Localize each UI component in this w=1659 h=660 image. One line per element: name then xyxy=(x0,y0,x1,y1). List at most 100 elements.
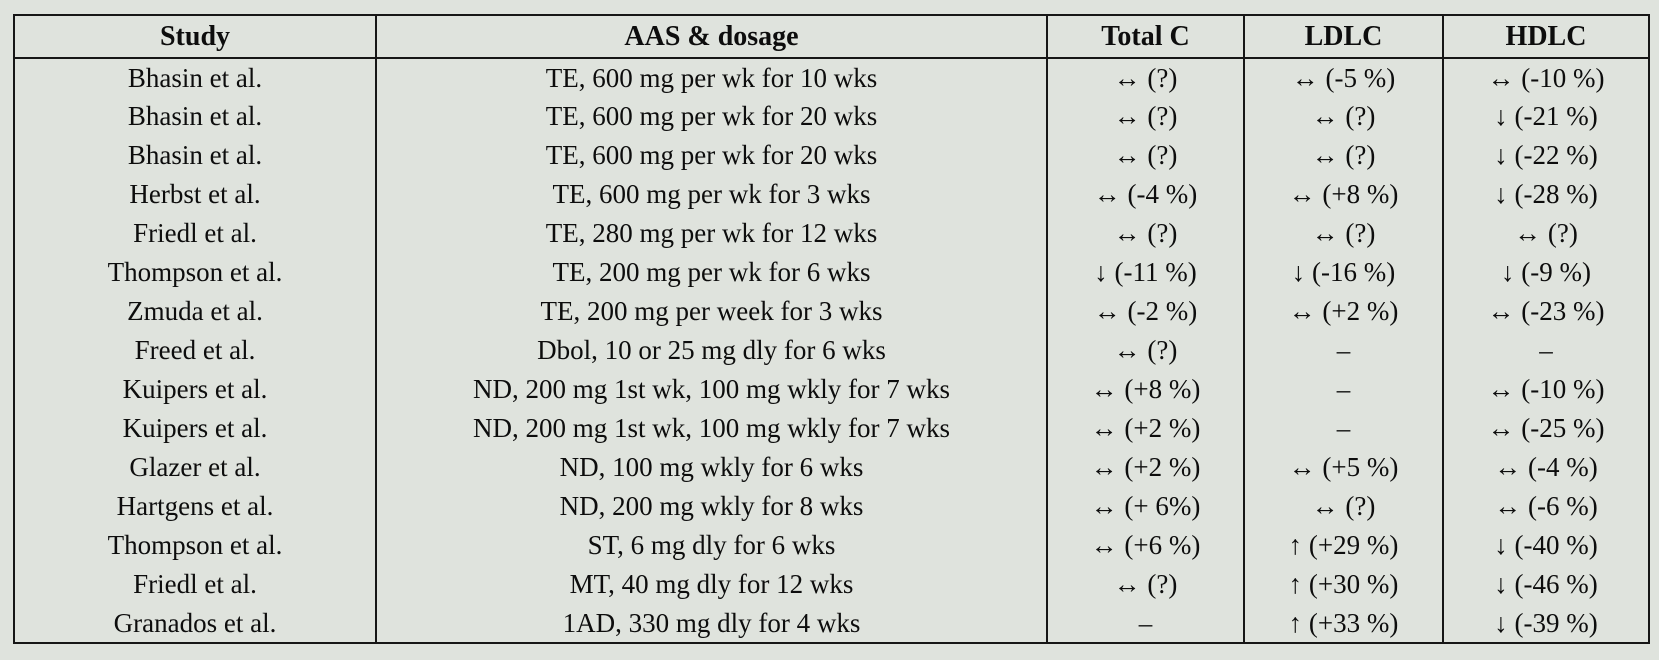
table-row: Hartgens et al. ND, 200 mg wkly for 8 wks… xyxy=(14,487,1649,526)
cell-hdlc: ↓ (-21 %) xyxy=(1442,97,1649,136)
cell-ldlc: ↑ (+29 %) xyxy=(1243,526,1443,565)
cell-total-c: ↔ (-4 %) xyxy=(1046,175,1244,214)
cell-total-c: ↔ (+6 %) xyxy=(1046,526,1244,565)
cell-study: Freed et al. xyxy=(134,335,256,365)
cell-study: Granados et al. xyxy=(113,607,277,638)
cell-study: Bhasin et al. xyxy=(127,101,263,131)
cell-dosage: ND, 200 mg wkly for 8 wks xyxy=(375,487,1047,526)
cell-study: Zmuda et al. xyxy=(127,296,263,326)
table-row: Thompson et al. TE, 200 mg per wk for 6 w… xyxy=(14,253,1649,292)
table-row: Kuipers et al. ND, 200 mg 1st wk, 100 mg … xyxy=(14,409,1649,448)
cell-ldlc: ↔ (+2 %) xyxy=(1243,292,1443,331)
table-row: Bhasin et al. TE, 600 mg per wk for 20 wk… xyxy=(14,136,1649,175)
header-row: Study AAS & dosage Total C LDLC HDLC xyxy=(14,15,1649,59)
cell-ldlc: – xyxy=(1243,409,1443,448)
table-row: Granados et al. 1AD, 330 mg dly for 4 wks… xyxy=(14,604,1649,643)
cell-hdlc: ↔ (-6 %) xyxy=(1442,487,1649,526)
cell-hdlc: ↔ (?) xyxy=(1442,214,1649,253)
cell-dosage: ND, 200 mg 1st wk, 100 mg wkly for 7 wks xyxy=(375,370,1047,409)
cell-ldlc: ↔ (-5 %) xyxy=(1243,58,1443,97)
table-row: Zmuda et al. TE, 200 mg per week for 3 wk… xyxy=(14,292,1649,331)
cell-ldlc: ↓ (-16 %) xyxy=(1243,253,1443,292)
cell-study: Friedl et al. xyxy=(133,218,257,248)
cell-ldlc: ↔ (?) xyxy=(1243,97,1443,136)
cell-ldlc: ↔ (+8 %) xyxy=(1243,175,1443,214)
table-row: Kuipers et al. ND, 200 mg 1st wk, 100 mg … xyxy=(14,370,1649,409)
cell-total-c: ↔ (+ 6%) xyxy=(1046,487,1244,526)
col-header-study: Study xyxy=(14,15,376,59)
cell-total-c: ↔ (+2 %) xyxy=(1046,448,1244,487)
table-row: Friedl et al. MT, 40 mg dly for 12 wks ↔ (… xyxy=(14,565,1649,604)
cell-study: Glazer et al. xyxy=(129,452,261,482)
cell-ldlc: ↔ (?) xyxy=(1243,136,1443,175)
col-header-hdlc: HDLC xyxy=(1442,15,1649,59)
cell-hdlc: ↔ (-25 %) xyxy=(1442,409,1649,448)
table-row: Bhasin et al. TE, 600 mg per wk for 10 wk… xyxy=(14,58,1649,97)
cell-study: Hartgens et al. xyxy=(116,491,274,521)
cell-hdlc: ↓ (-22 %) xyxy=(1442,136,1649,175)
aas-lipid-study-table: Study AAS & dosage Total C LDLC HDLC Bha… xyxy=(13,14,1650,644)
col-header-total-c: Total C xyxy=(1046,15,1244,59)
cell-total-c: ↔ (?) xyxy=(1046,331,1244,370)
col-header-ldlc: LDLC xyxy=(1243,15,1443,59)
cell-ldlc: ↔ (?) xyxy=(1243,487,1443,526)
cell-total-c: ↔ (?) xyxy=(1046,97,1244,136)
table-row: Thompson et al. ST, 6 mg dly for 6 wks ↔ (… xyxy=(14,526,1649,565)
cell-dosage: TE, 200 mg per wk for 6 wks xyxy=(375,253,1047,292)
cell-total-c: ↔ (+2 %) xyxy=(1046,409,1244,448)
cell-dosage: TE, 600 mg per wk for 20 wks xyxy=(375,97,1047,136)
table-row: Bhasin et al. TE, 600 mg per wk for 20 wk… xyxy=(14,97,1649,136)
cell-dosage: MT, 40 mg dly for 12 wks xyxy=(375,565,1047,604)
cell-total-c: ↔ (+8 %) xyxy=(1046,370,1244,409)
cell-ldlc: ↑ (+33 %) xyxy=(1243,604,1443,643)
cell-hdlc: – xyxy=(1442,331,1649,370)
cell-dosage: ST, 6 mg dly for 6 wks xyxy=(375,526,1047,565)
cell-total-c: ↔ (-2 %) xyxy=(1046,292,1244,331)
cell-study: Thompson et al. xyxy=(107,530,283,560)
cell-study: Kuipers et al. xyxy=(122,374,268,404)
col-header-dosage: AAS & dosage xyxy=(375,15,1047,59)
table-row: Friedl et al. TE, 280 mg per wk for 12 wk… xyxy=(14,214,1649,253)
cell-dosage: TE, 600 mg per wk for 10 wks xyxy=(375,58,1047,97)
cell-ldlc: – xyxy=(1243,370,1443,409)
cell-study: Thompson et al. xyxy=(107,257,283,287)
cell-dosage: TE, 280 mg per wk for 12 wks xyxy=(375,214,1047,253)
cell-hdlc: ↓ (-46 %) xyxy=(1442,565,1649,604)
table-row: Herbst et al. TE, 600 mg per wk for 3 wks… xyxy=(14,175,1649,214)
cell-total-c: – xyxy=(1046,604,1244,643)
cell-dosage: 1AD, 330 mg dly for 4 wks xyxy=(375,604,1047,643)
cell-total-c: ↔ (?) xyxy=(1046,136,1244,175)
cell-hdlc: ↔ (-10 %) xyxy=(1442,370,1649,409)
cell-study: Herbst et al. xyxy=(129,179,261,209)
cell-hdlc: ↓ (-39 %) xyxy=(1442,604,1649,643)
cell-hdlc: ↔ (-4 %) xyxy=(1442,448,1649,487)
cell-total-c: ↔ (?) xyxy=(1046,565,1244,604)
cell-hdlc: ↔ (-10 %) xyxy=(1442,58,1649,97)
cell-hdlc: ↓ (-28 %) xyxy=(1442,175,1649,214)
cell-hdlc: ↓ (-40 %) xyxy=(1442,526,1649,565)
table-header: Study AAS & dosage Total C LDLC HDLC xyxy=(14,15,1649,59)
cell-ldlc: – xyxy=(1243,331,1443,370)
cell-dosage: Dbol, 10 or 25 mg dly for 6 wks xyxy=(375,331,1047,370)
table-body: Bhasin et al. TE, 600 mg per wk for 10 wk… xyxy=(14,58,1649,643)
cell-study: Kuipers et al. xyxy=(122,413,268,443)
cell-dosage: TE, 600 mg per wk for 20 wks xyxy=(375,136,1047,175)
table-row: Glazer et al. ND, 100 mg wkly for 6 wks ↔ … xyxy=(14,448,1649,487)
cell-study: Bhasin et al. xyxy=(127,140,263,170)
cell-study: Bhasin et al. xyxy=(127,62,263,93)
cell-total-c: ↔ (?) xyxy=(1046,58,1244,97)
cell-dosage: TE, 200 mg per week for 3 wks xyxy=(375,292,1047,331)
cell-dosage: ND, 100 mg wkly for 6 wks xyxy=(375,448,1047,487)
cell-total-c: ↔ (?) xyxy=(1046,214,1244,253)
cell-dosage: ND, 200 mg 1st wk, 100 mg wkly for 7 wks xyxy=(375,409,1047,448)
cell-hdlc: ↔ (-23 %) xyxy=(1442,292,1649,331)
cell-ldlc: ↔ (+5 %) xyxy=(1243,448,1443,487)
cell-study: Friedl et al. xyxy=(133,569,257,599)
cell-ldlc: ↑ (+30 %) xyxy=(1243,565,1443,604)
table-row: Freed et al. Dbol, 10 or 25 mg dly for 6 … xyxy=(14,331,1649,370)
cell-total-c: ↓ (-11 %) xyxy=(1046,253,1244,292)
cell-dosage: TE, 600 mg per wk for 3 wks xyxy=(375,175,1047,214)
cell-hdlc: ↓ (-9 %) xyxy=(1442,253,1649,292)
cell-ldlc: ↔ (?) xyxy=(1243,214,1443,253)
